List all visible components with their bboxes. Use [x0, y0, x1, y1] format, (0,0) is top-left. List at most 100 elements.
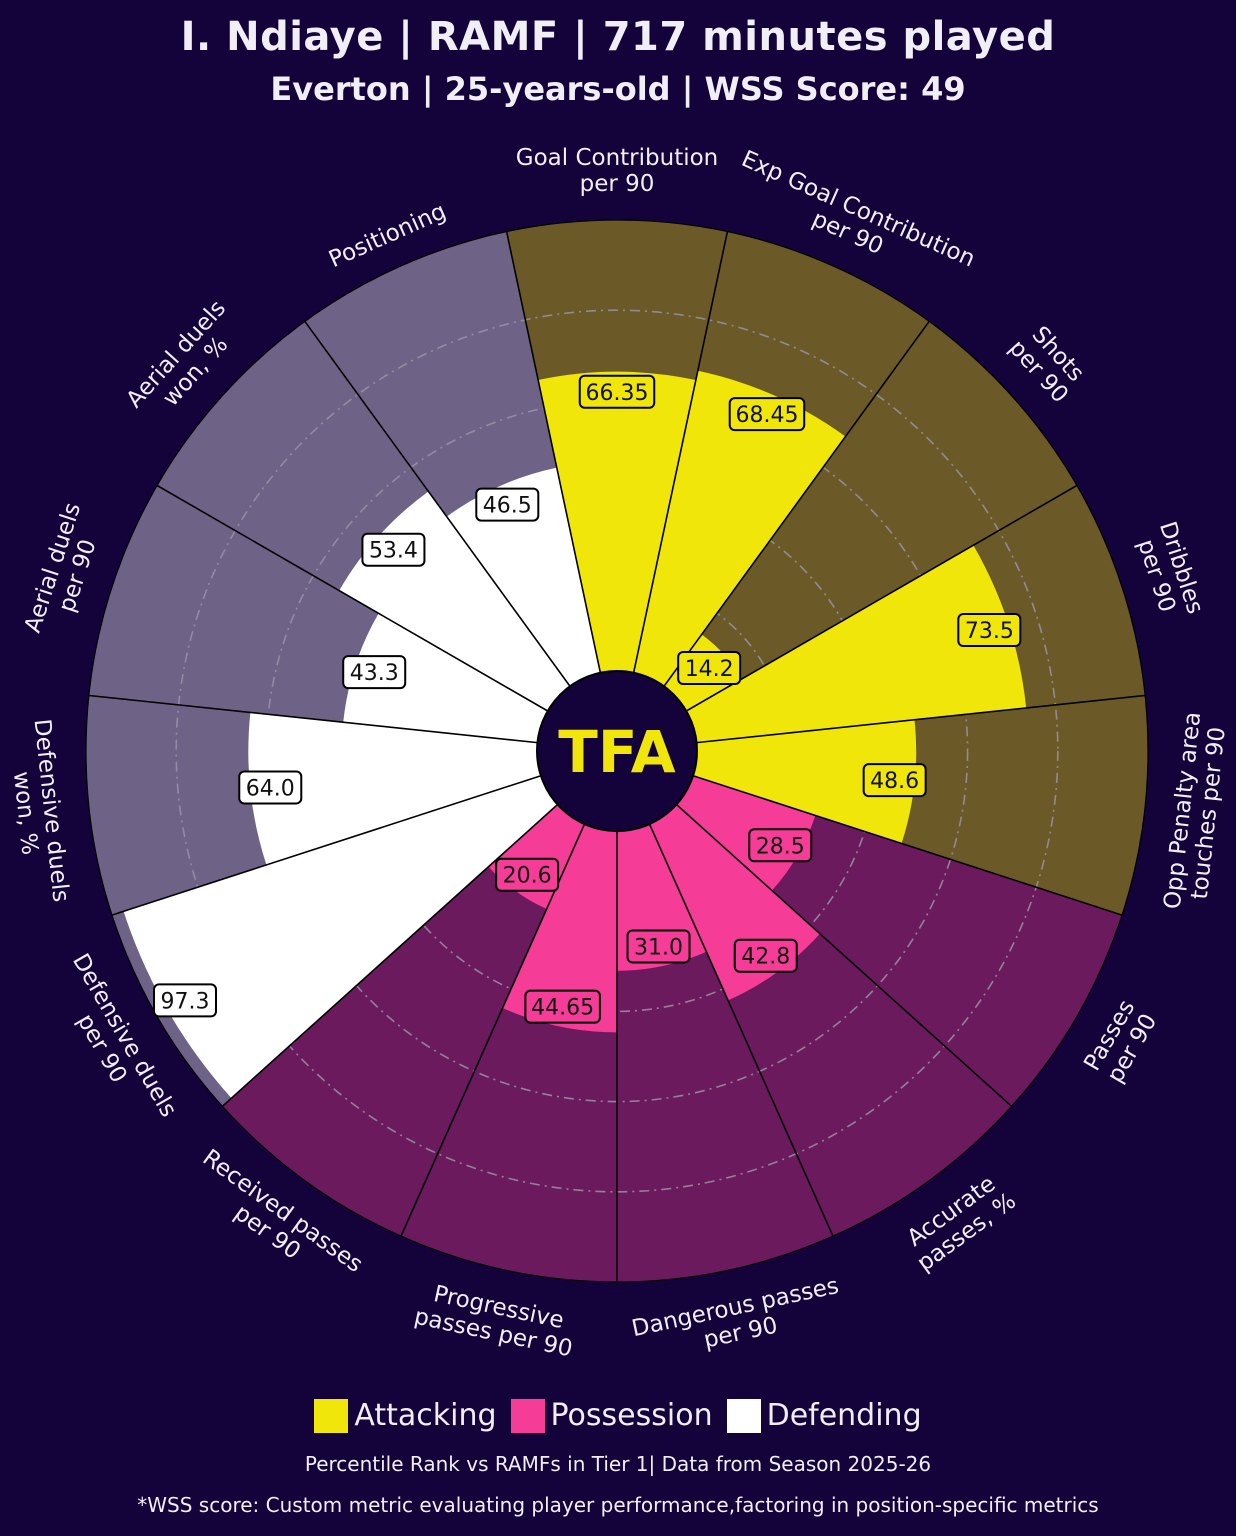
slice-divider — [675, 803, 1013, 1107]
legend-swatch-attacking — [314, 1398, 349, 1433]
grid-ring-80 — [175, 309, 1059, 1193]
value-label-box — [626, 929, 691, 964]
value-label: 53.4 — [361, 532, 426, 567]
footer-note-wss: *WSS score: Custom metric evaluating pla… — [137, 1493, 1099, 1517]
value-label: 64.0 — [238, 770, 303, 805]
slice-divider — [304, 320, 571, 687]
value-label-text: 97.3 — [161, 989, 210, 1014]
pizza-chart: Goal Contribution per 90 Exp Goal Contribu… — [3, 145, 1232, 1368]
value-label-box — [733, 938, 798, 973]
value-label-text: 14.2 — [685, 657, 734, 682]
value-label-box — [728, 397, 806, 432]
value-label-box — [862, 763, 927, 798]
value-label-text: 73.5 — [965, 619, 1014, 644]
bar-progressive-passes-per-90 — [502, 824, 617, 1033]
value-label-box — [475, 487, 540, 522]
value-label: 73.5 — [957, 613, 1022, 648]
value-label-text: 44.65 — [531, 996, 594, 1021]
slice-divider — [400, 823, 586, 1237]
slice-background-received-passes-per-90 — [222, 804, 585, 1237]
value-label-text: 28.5 — [756, 834, 805, 859]
value-label-text: 31.0 — [634, 935, 683, 960]
value-label-box — [677, 650, 742, 685]
value-label-text: 48.6 — [870, 769, 919, 794]
outer-ring — [85, 219, 1149, 1283]
slice-divider — [692, 774, 1123, 916]
category-label: Dribblesper 90 — [1129, 518, 1208, 625]
category-label: Passesper 90 — [1079, 996, 1163, 1089]
value-label: 28.5 — [748, 828, 813, 863]
legend-label-possession: Possession — [550, 1398, 713, 1433]
slice-divider — [648, 823, 834, 1237]
value-label-box — [361, 532, 426, 567]
slice-divider — [88, 694, 538, 744]
value-label-box — [238, 770, 303, 805]
value-label: 48.6 — [862, 763, 927, 798]
slice-divider — [111, 774, 542, 916]
legend-item-defending: Defending — [726, 1398, 922, 1433]
footer-note-data-source: Percentile Rank vs RAMFs in Tier 1| Data… — [304, 1452, 932, 1476]
value-label: 43.3 — [342, 655, 407, 690]
slice-divider — [221, 803, 559, 1107]
value-label-box — [748, 828, 813, 863]
bar-aerial-duels-per-90 — [343, 613, 548, 743]
category-label: Dangerous passesper 90 — [629, 1273, 846, 1368]
value-label: 44.65 — [524, 989, 601, 1024]
bar-exp-goal-contribution-per-90 — [633, 370, 846, 687]
bar-dribbles-per-90 — [686, 545, 1027, 743]
value-label-box — [524, 989, 601, 1024]
tfa-logo: TFA — [558, 718, 676, 786]
chart-subtitle: Everton | 25-years-old | WSS Score: 49 — [270, 70, 966, 108]
category-label-line: Goal Contribution — [516, 145, 719, 171]
slice-divider — [685, 484, 1078, 712]
legend-swatch-defending — [726, 1398, 761, 1433]
bar-positioning — [446, 467, 601, 687]
value-label-text: 46.5 — [483, 494, 532, 519]
value-label-box — [153, 983, 218, 1018]
chart-title: I. Ndiaye | RAMF | 717 minutes played — [180, 14, 1056, 60]
slice-divider — [632, 231, 729, 673]
bar-defensive-duels-per-90 — [123, 775, 558, 1099]
value-label-text: 53.4 — [369, 539, 418, 564]
value-label: 68.45 — [728, 397, 806, 432]
value-label-text: 64.0 — [246, 776, 295, 801]
slice-divider — [505, 231, 602, 673]
value-label-text: 42.8 — [741, 945, 790, 970]
legend-item-attacking: Attacking — [314, 1398, 497, 1433]
center-logo-circle — [536, 670, 698, 832]
legend-item-possession: Possession — [510, 1398, 713, 1433]
value-label: 14.2 — [677, 650, 742, 685]
category-label-line: per 90 — [580, 171, 655, 197]
category-label: Opp Penalty areatouches per 90 — [1160, 711, 1232, 913]
value-label: 46.5 — [475, 487, 540, 522]
slice-divider — [696, 694, 1146, 744]
bar-goal-contribution-per-90 — [538, 371, 696, 673]
value-label-text: 43.3 — [350, 661, 399, 686]
value-label-text: 66.35 — [586, 381, 649, 406]
category-label: Progressivepasses per 90 — [412, 1278, 580, 1362]
value-label: 31.0 — [626, 929, 691, 964]
slice-divider — [663, 320, 930, 687]
value-label: 97.3 — [153, 983, 218, 1018]
bar-opp-penalty-area-touches-per-90 — [693, 719, 917, 844]
legend: Attacking Possession Defending — [0, 1398, 1236, 1433]
legend-label-attacking: Attacking — [354, 1398, 497, 1433]
value-label-box — [495, 857, 560, 892]
value-label: 66.35 — [578, 374, 656, 409]
legend-swatch-possession — [510, 1398, 545, 1433]
bar-defensive-duels-won — [248, 712, 541, 865]
category-label: Defensive duelswon, % — [3, 718, 74, 906]
value-label-box — [578, 374, 656, 409]
value-label: 20.6 — [495, 857, 560, 892]
value-label-box — [342, 655, 407, 690]
value-label-text: 68.45 — [735, 403, 798, 428]
category-label: Goal Contribution per 90 — [516, 145, 719, 197]
slice-divider — [156, 484, 549, 712]
value-label-box — [957, 613, 1022, 648]
slice-background-shots-per-90 — [664, 321, 1077, 711]
category-label: Aerial duelsper 90 — [20, 500, 111, 644]
category-label: Shotsper 90 — [1004, 318, 1093, 408]
value-label-text: 20.6 — [503, 864, 552, 889]
value-label: 42.8 — [733, 938, 798, 973]
legend-label-defending: Defending — [766, 1398, 922, 1433]
